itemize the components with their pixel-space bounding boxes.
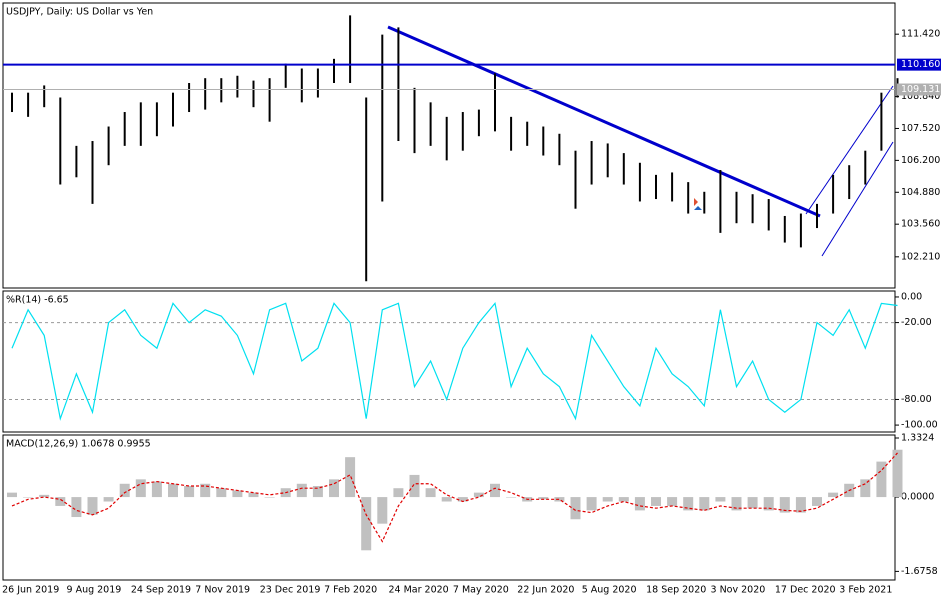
macd-bar	[618, 497, 629, 502]
macd-bar	[747, 497, 758, 509]
panel-title: MACD(12,26,9) 1.0678 0.9955	[6, 439, 151, 450]
macd-bar	[39, 494, 50, 498]
y-tick-label: 107.520	[901, 123, 940, 134]
level-box	[897, 58, 941, 71]
macd-bar	[103, 497, 114, 502]
macd-bar	[71, 497, 82, 518]
macd-bar	[135, 479, 146, 498]
x-tick-label: 7 Nov 2019	[195, 585, 250, 596]
macd-bar	[168, 483, 178, 498]
macd-bar	[779, 497, 790, 513]
x-tick-label: 7 Feb 2020	[324, 585, 377, 596]
macd-bar	[876, 461, 887, 498]
macd-bar	[361, 497, 372, 551]
y-tick-label: -20.00	[901, 317, 932, 328]
wpr-panel	[2, 290, 896, 433]
macd-bar	[409, 474, 420, 498]
x-tick-label: 26 Jun 2019	[2, 585, 59, 596]
macd-bar	[731, 497, 742, 511]
macd-bar	[892, 449, 903, 498]
y-tick-label: 102.210	[901, 251, 940, 262]
x-tick-label: 5 Aug 2020	[582, 585, 637, 596]
macd-bar	[425, 488, 436, 498]
x-tick-label: 9 Aug 2019	[67, 585, 122, 596]
macd-bar	[699, 497, 710, 511]
macd-bar	[232, 490, 243, 498]
x-tick-label: 7 May 2020	[453, 585, 509, 596]
macd-bar	[200, 483, 211, 498]
y-tick-label: 1.3324	[901, 432, 934, 443]
macd-bar	[345, 457, 356, 498]
y-tick-label: 108.840	[901, 91, 940, 102]
level-label: 109.131	[901, 84, 940, 95]
panel-title: %R(14) -6.65	[6, 295, 69, 306]
macd-bar	[87, 497, 98, 515]
macd-bar	[490, 483, 500, 498]
macd-bar	[23, 497, 34, 498]
x-tick-label: 3 Nov 2020	[711, 585, 766, 596]
macd-bar	[763, 497, 774, 511]
macd-bar	[828, 492, 839, 498]
y-tick-label: 106.200	[901, 155, 940, 166]
macd-bar	[216, 488, 227, 498]
macd-bar	[312, 485, 323, 498]
sell-arrow	[694, 198, 698, 206]
macd-bar	[119, 483, 130, 498]
macd-bar	[538, 497, 549, 500]
macd-bar	[441, 497, 452, 502]
x-tick-label: 23 Dec 2019	[260, 585, 321, 596]
macd-bar	[393, 488, 404, 498]
y-tick-label: 0.0000	[901, 492, 934, 503]
macd-bar	[667, 497, 678, 506]
macd-bar	[55, 497, 66, 506]
x-tick-label: 24 Mar 2020	[389, 585, 449, 596]
x-tick-label: 3 Feb 2021	[839, 585, 892, 596]
macd-bar	[554, 497, 565, 502]
macd-bar	[264, 497, 275, 498]
trend-line	[387, 25, 821, 218]
macd-bar	[795, 497, 806, 513]
macd-bar	[812, 497, 822, 506]
macd-bar	[602, 497, 613, 502]
macd-bar	[329, 479, 339, 498]
macd-bar	[651, 497, 661, 506]
macd-bar	[457, 497, 468, 502]
y-tick-label: -100.00	[901, 420, 938, 431]
x-tick-label: 18 Sep 2020	[646, 585, 706, 596]
wpr-line	[11, 302, 898, 421]
macd-bar	[184, 485, 195, 498]
y-tick-label: -1.6758	[901, 566, 938, 577]
x-tick-label: 22 Jun 2020	[517, 585, 574, 596]
macd-bar	[506, 497, 517, 498]
channel-line	[805, 85, 894, 215]
macd-bar	[860, 479, 871, 498]
level-label: 110.160	[901, 59, 940, 70]
macd-bar	[7, 492, 17, 498]
macd-bar	[377, 497, 388, 524]
buy-arrow	[694, 206, 702, 210]
macd-bar	[683, 497, 694, 511]
y-tick-label: 0.00	[901, 291, 922, 302]
macd-bar	[296, 483, 307, 498]
channel-line	[821, 141, 894, 257]
level-box	[897, 83, 941, 96]
macd-bar	[586, 497, 597, 511]
y-tick-label: 104.880	[901, 187, 940, 198]
y-tick-label: 111.420	[901, 29, 940, 40]
signal-line	[11, 452, 898, 543]
macd-bar	[715, 497, 726, 502]
macd-bar	[473, 492, 484, 498]
panel-title: USDJPY, Daily: US Dollar vs Yen	[6, 7, 153, 18]
y-tick-label: 103.560	[901, 219, 940, 230]
x-tick-label: 24 Sep 2019	[131, 585, 191, 596]
macd-bar	[634, 497, 645, 511]
x-tick-label: 17 Dec 2020	[775, 585, 836, 596]
macd-bar	[570, 497, 581, 520]
y-tick-label: -80.00	[901, 394, 932, 405]
macd-panel	[2, 434, 896, 581]
macd-bar	[151, 481, 162, 498]
macd-bar	[248, 492, 259, 498]
price-panel	[2, 2, 896, 289]
